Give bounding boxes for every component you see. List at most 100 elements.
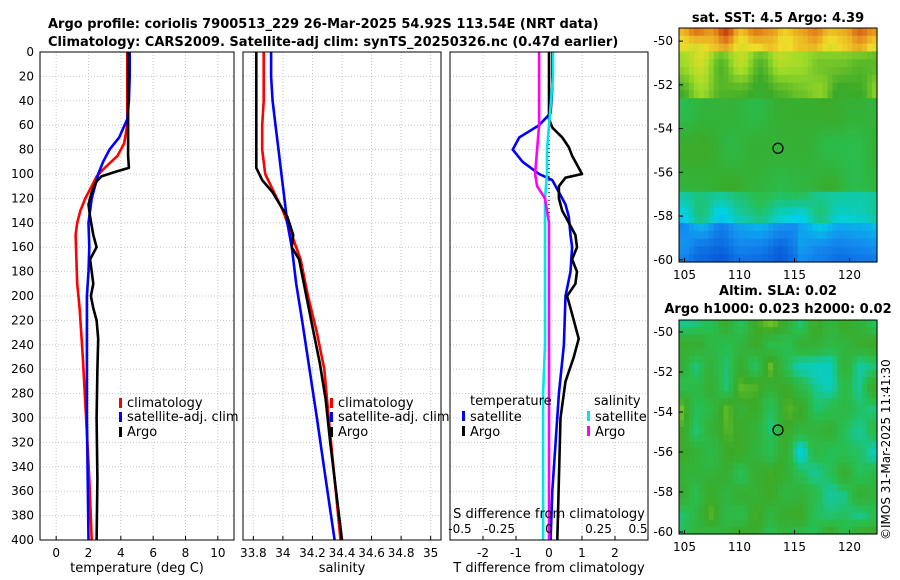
map-cell: [693, 412, 700, 421]
map-cell: [758, 434, 764, 442]
map-cell: [763, 384, 769, 392]
map-cell: [693, 176, 700, 185]
map-cell: [797, 67, 804, 76]
map-cell: [748, 43, 754, 52]
map-cell: [768, 207, 774, 216]
map-cell: [679, 215, 685, 224]
map-cell: [728, 28, 735, 37]
map-cell: [857, 369, 863, 378]
map-cell: [842, 476, 848, 485]
map-cell: [807, 334, 814, 342]
map-cell: [683, 82, 690, 91]
map-cell: [802, 230, 809, 240]
map-cell: [782, 455, 789, 464]
map-cell: [733, 51, 739, 60]
map-cell: [852, 355, 858, 364]
map-cell: [733, 341, 739, 350]
map-cell: [683, 412, 690, 421]
map-cell: [728, 82, 735, 91]
map-cell: [693, 67, 700, 76]
map-cell: [738, 384, 744, 392]
map-cell: [792, 405, 799, 414]
map-cell: [698, 334, 705, 342]
map-cell: [817, 419, 824, 428]
map-cell: [827, 369, 834, 378]
map-cell: [782, 191, 789, 201]
map-cell: [857, 419, 863, 428]
salinity-legend: climatology satellite-adj. clim Argo: [330, 396, 450, 440]
map-cell: [832, 412, 838, 421]
map-cell: [832, 341, 838, 350]
map-cell: [738, 491, 744, 499]
map-cell: [872, 160, 878, 169]
map-cell: [778, 82, 784, 91]
map-cell: [778, 90, 784, 99]
map-cell: [773, 384, 779, 392]
x-tick-label: 120: [838, 540, 861, 554]
map-cell: [698, 369, 705, 378]
map-cell: [708, 152, 715, 162]
map-cell: [837, 427, 843, 435]
map-cell: [787, 519, 794, 528]
map-cell: [857, 152, 863, 162]
map-cell: [852, 43, 858, 52]
map-cell: [797, 168, 804, 177]
map-cell: [758, 462, 764, 471]
map-cell: [792, 106, 799, 115]
map-cell: [718, 121, 725, 130]
map-cell: [847, 137, 853, 146]
map-cell: [679, 129, 685, 138]
map-cell: [679, 348, 685, 357]
map-cell: [857, 176, 863, 185]
map-cell: [802, 455, 809, 464]
map-cell: [817, 168, 824, 177]
map-cell: [817, 238, 824, 247]
map-cell: [842, 106, 848, 115]
map-cell: [688, 35, 695, 45]
map-cell: [728, 184, 735, 193]
map-cell: [753, 398, 759, 407]
map-cell: [743, 176, 749, 185]
map-cell: [852, 327, 858, 335]
map-cell: [782, 129, 789, 138]
map-cell: [822, 246, 829, 255]
map-cell: [778, 176, 784, 185]
map-cell: [753, 384, 759, 392]
map-cell: [683, 434, 690, 442]
map-cell: [703, 405, 710, 414]
map-cell: [703, 377, 710, 385]
map-cell: [797, 455, 804, 464]
map-cell: [857, 223, 863, 232]
map-cell: [683, 246, 690, 255]
map-cell: [713, 43, 720, 52]
map-cell: [708, 334, 715, 342]
map-cell: [847, 498, 853, 507]
map-cell: [862, 334, 868, 342]
map-cell: [743, 434, 749, 442]
map-cell: [713, 462, 720, 471]
y-tick-label: 40: [19, 94, 34, 108]
map-cell: [782, 505, 789, 514]
map-cell: [738, 355, 744, 364]
map-cell: [723, 448, 730, 457]
map-cell: [837, 355, 843, 364]
x-tick-label: 1: [578, 546, 586, 560]
map-cell: [872, 327, 878, 335]
map-cell: [693, 199, 700, 208]
map-cell: [703, 230, 710, 240]
map-cell: [698, 106, 705, 115]
map-cell: [827, 462, 834, 471]
map-cell: [842, 320, 848, 328]
map-cell: [738, 184, 744, 193]
map-cell: [718, 98, 725, 107]
y-tick-label: -54: [653, 122, 673, 136]
map-cell: [713, 168, 720, 177]
map-cell: [703, 434, 710, 442]
map-cell: [748, 448, 754, 457]
map-cell: [867, 419, 873, 428]
map-cell: [768, 137, 774, 146]
map-cell: [857, 505, 863, 514]
map-cell: [842, 254, 848, 263]
map-cell: [703, 441, 710, 449]
map-cell: [802, 35, 809, 45]
